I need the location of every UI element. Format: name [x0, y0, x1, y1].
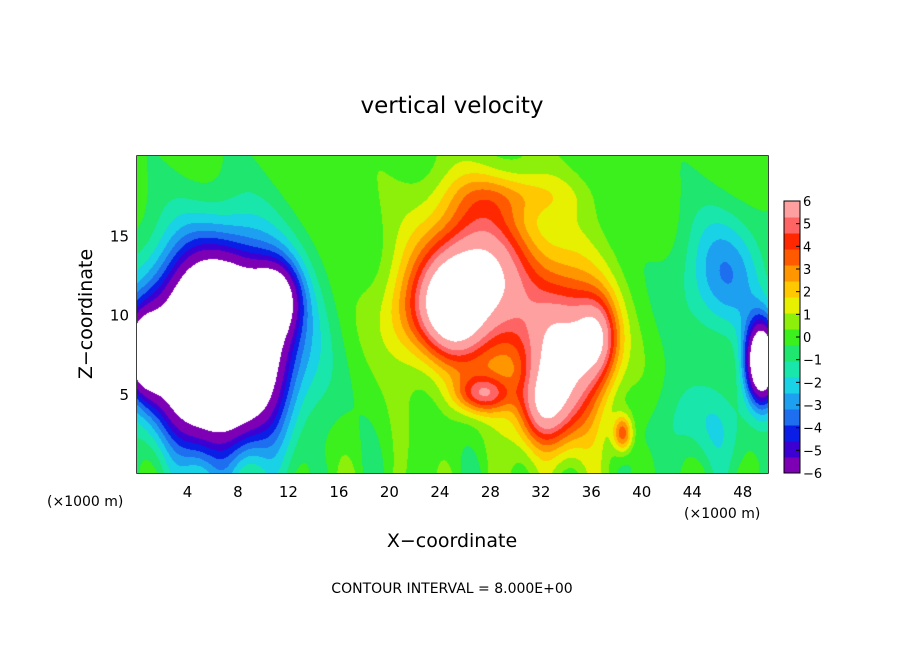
colorbar: 6 5 4 3 2 1 0 −1 −2 −3 −4 −5 −6 — [783, 195, 822, 482]
colorbar-swatch — [784, 377, 800, 394]
x-tick-label: 36 — [582, 483, 601, 501]
colorbar-tick-label: −4 — [803, 422, 822, 437]
colorbar-swatch — [784, 313, 800, 330]
colorbar-swatch — [784, 297, 800, 314]
colorbar-swatch — [784, 393, 800, 410]
colorbar-tick-label: 6 — [803, 195, 811, 210]
colorbar-swatch — [784, 409, 800, 426]
colorbar-tick-label: −1 — [803, 354, 822, 369]
colorbar-swatch — [784, 441, 800, 458]
colorbar-tick-label: 1 — [803, 308, 811, 323]
chart-title: vertical velocity — [361, 93, 544, 119]
x-unit-left: (×1000 m) — [47, 494, 123, 510]
y-tick-label: 15 — [110, 227, 129, 245]
colorbar-tick-label: 3 — [803, 263, 811, 278]
colorbar-tick-label: −2 — [803, 376, 822, 391]
x-tick-label: 16 — [329, 483, 348, 501]
colorbar-swatch — [784, 329, 800, 346]
colorbar-swatch — [784, 249, 800, 266]
colorbar-swatch — [784, 265, 800, 282]
colorbar-swatch — [784, 281, 800, 298]
colorbar-swatch — [784, 201, 800, 218]
x-axis-label: X−coordinate — [387, 530, 517, 552]
colorbar-swatch — [784, 425, 800, 442]
x-tick-label: 8 — [233, 483, 243, 501]
colorbar-tick-label: −5 — [803, 444, 822, 459]
x-tick-label: 32 — [531, 483, 550, 501]
x-tick-label: 48 — [733, 483, 752, 501]
x-unit-right: (×1000 m) — [684, 506, 760, 522]
colorbar-tick-label: −6 — [803, 467, 822, 482]
colorbar-swatch — [784, 361, 800, 378]
colorbar-tick-label: 2 — [803, 286, 811, 301]
colorbar-swatch — [784, 345, 800, 362]
colorbar-tick-label: 5 — [803, 218, 811, 233]
colorbar-tick-label: −3 — [803, 399, 822, 414]
x-tick-label: 4 — [183, 483, 193, 501]
colorbar-tick-label: 0 — [803, 331, 811, 346]
x-tick-label: 12 — [279, 483, 298, 501]
contour-interval-note: CONTOUR INTERVAL = 8.000E+00 — [331, 581, 572, 597]
colorbar-swatch — [784, 217, 800, 234]
y-tick-label: 10 — [110, 307, 129, 325]
colorbar-tick-label: 4 — [803, 240, 811, 255]
x-tick-label: 20 — [380, 483, 399, 501]
x-tick-label: 24 — [430, 483, 449, 501]
x-tick-label: 40 — [632, 483, 651, 501]
colorbar-swatch — [784, 457, 800, 474]
x-tick-label: 44 — [683, 483, 702, 501]
colorbar-swatch — [784, 233, 800, 250]
y-tick-label: 5 — [119, 386, 129, 404]
y-axis-label: Z−coordinate — [75, 249, 97, 379]
x-tick-label: 28 — [481, 483, 500, 501]
velocity-field — [137, 156, 768, 473]
